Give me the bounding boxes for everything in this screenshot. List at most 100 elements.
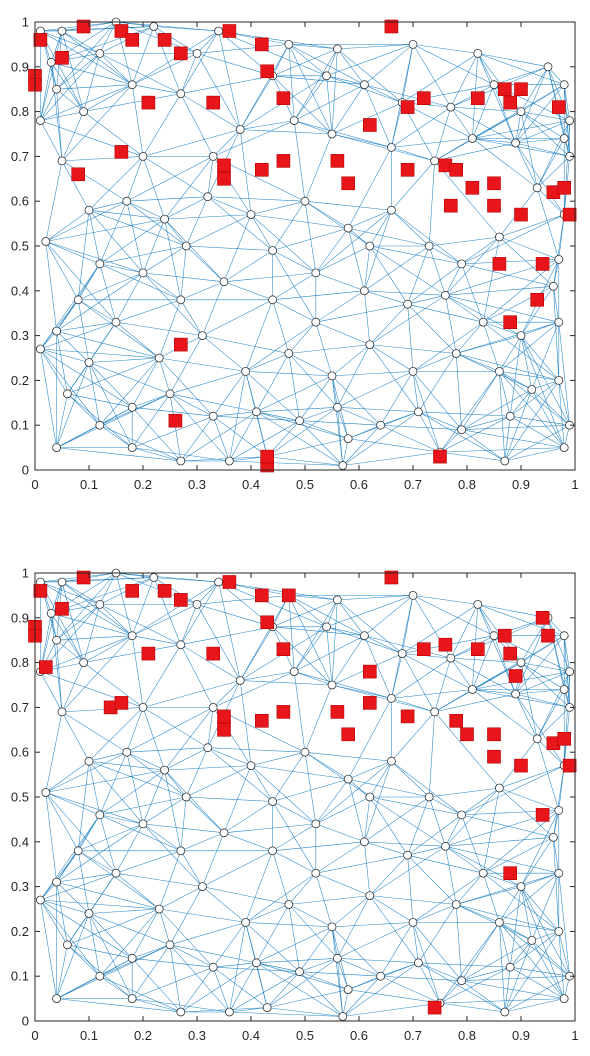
network-edge bbox=[504, 931, 560, 1013]
sensor-node bbox=[111, 868, 121, 878]
sensor-node bbox=[36, 116, 45, 125]
network-edge bbox=[461, 429, 565, 448]
network-edge bbox=[472, 689, 538, 740]
network-edge bbox=[391, 147, 435, 162]
network-edge bbox=[380, 371, 414, 426]
network-edge bbox=[40, 299, 79, 350]
sensor-node bbox=[332, 953, 342, 963]
x-tick-label: 0.5 bbox=[296, 1028, 314, 1043]
network-edge bbox=[131, 577, 155, 636]
network-edge bbox=[461, 415, 511, 430]
network-edge bbox=[99, 572, 117, 605]
network-edge bbox=[267, 407, 338, 457]
network-edge bbox=[164, 707, 214, 771]
network-edge bbox=[272, 801, 316, 825]
highlighted-node-marker bbox=[551, 100, 566, 114]
network-edge bbox=[212, 922, 246, 968]
network-edge bbox=[164, 769, 225, 833]
network-edge bbox=[78, 272, 144, 301]
network-edge bbox=[418, 411, 462, 430]
network-edge bbox=[558, 322, 570, 426]
network-edge bbox=[499, 335, 522, 372]
network-edge bbox=[229, 371, 246, 462]
network-edge bbox=[272, 850, 290, 905]
network-edge bbox=[223, 272, 316, 283]
network-edge bbox=[50, 30, 63, 63]
network-edge bbox=[88, 707, 144, 762]
network-edge bbox=[337, 958, 419, 964]
network-edge bbox=[132, 966, 214, 999]
network-edge bbox=[418, 962, 505, 1013]
sensor-node bbox=[511, 138, 520, 148]
network-edge bbox=[115, 21, 154, 27]
sensor-node bbox=[154, 904, 164, 914]
network-edge bbox=[132, 415, 214, 448]
y-tick-label: 0.8 bbox=[11, 655, 29, 670]
network-edge bbox=[88, 908, 160, 914]
network-edge bbox=[56, 321, 117, 332]
sensor-node bbox=[52, 877, 61, 887]
network-edge bbox=[288, 904, 338, 959]
highlighted-node-marker bbox=[535, 257, 550, 271]
network-edge bbox=[196, 30, 219, 54]
network-edge bbox=[515, 138, 565, 144]
network-edge bbox=[299, 420, 343, 466]
network-edge bbox=[56, 872, 117, 883]
network-edge bbox=[99, 21, 117, 54]
network-edge bbox=[531, 940, 565, 999]
network-edge bbox=[77, 210, 90, 300]
network-edge bbox=[401, 653, 435, 713]
network-edge bbox=[164, 747, 208, 771]
network-edge bbox=[131, 635, 144, 708]
network-edge bbox=[391, 209, 462, 265]
sensor-node bbox=[46, 57, 56, 67]
network-edge bbox=[88, 913, 133, 959]
network-edge bbox=[450, 604, 479, 659]
network-edge bbox=[412, 904, 457, 923]
network-edge bbox=[472, 138, 516, 144]
network-edge bbox=[288, 44, 295, 121]
network-edge bbox=[272, 850, 316, 874]
network-edge bbox=[229, 971, 300, 1013]
highlighted-node-marker bbox=[438, 637, 453, 652]
network-edge bbox=[45, 792, 57, 883]
sensor-node bbox=[457, 259, 467, 269]
network-edge bbox=[131, 407, 182, 462]
network-edge bbox=[364, 635, 392, 699]
sensor-node bbox=[451, 349, 461, 358]
network-edge bbox=[337, 344, 371, 408]
network-edge bbox=[61, 84, 133, 162]
network-edge bbox=[272, 227, 349, 251]
network-edge bbox=[450, 657, 473, 690]
network-edge bbox=[99, 604, 181, 645]
network-edge bbox=[315, 796, 370, 825]
network-edge bbox=[45, 760, 90, 793]
network-edge bbox=[536, 120, 570, 188]
network-edge bbox=[61, 581, 133, 636]
network-edge bbox=[418, 411, 441, 453]
sensor-node bbox=[57, 707, 67, 717]
network-edge bbox=[142, 644, 182, 708]
y-tick-label: 0.7 bbox=[11, 700, 29, 715]
network-edge bbox=[67, 393, 100, 426]
highlighted-node-marker bbox=[433, 449, 447, 464]
network-edge bbox=[499, 321, 559, 372]
network-edge bbox=[250, 765, 316, 825]
network-edge bbox=[115, 321, 203, 336]
sensor-node bbox=[408, 40, 418, 49]
highlighted-node-marker bbox=[114, 145, 129, 159]
network-edge bbox=[402, 653, 473, 690]
network-edge bbox=[158, 850, 182, 910]
network-edge bbox=[288, 44, 333, 135]
highlighted-node-marker bbox=[443, 198, 458, 213]
sensor-node bbox=[322, 622, 332, 632]
network-edge bbox=[412, 44, 478, 54]
network-edge bbox=[45, 160, 63, 242]
sensor-node bbox=[343, 434, 353, 444]
sensor-node bbox=[208, 151, 218, 161]
highlighted-node-marker bbox=[497, 628, 512, 643]
network-edge bbox=[450, 106, 473, 139]
network-edge bbox=[207, 196, 273, 251]
network-edge bbox=[218, 581, 327, 628]
highlighted-node-marker bbox=[427, 1000, 442, 1015]
